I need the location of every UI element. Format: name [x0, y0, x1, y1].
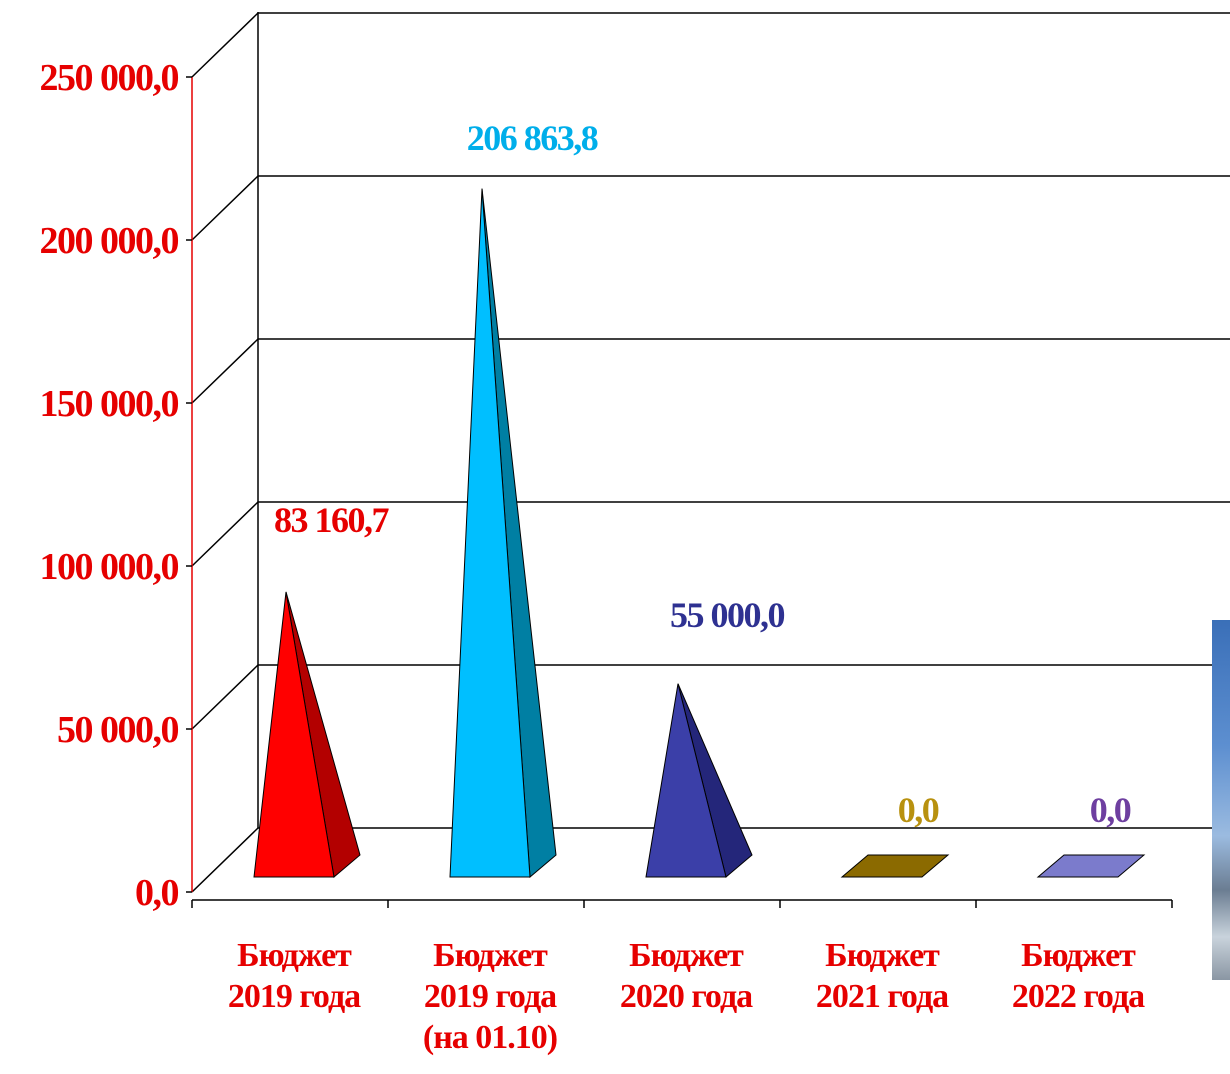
x-category-label-3-0: Бюджет: [825, 937, 940, 974]
x-category-label-1-2: (на 01.10): [423, 1019, 557, 1056]
bar-0: [253, 591, 335, 878]
x-category-label-4-1: 2022 года: [1012, 978, 1145, 1015]
x-category-label-1-0: Бюджет: [433, 937, 548, 974]
gridline-diagonal-3: [191, 338, 259, 404]
x-category-label-2-0: Бюджет: [629, 937, 744, 974]
bar-1: [449, 188, 531, 878]
x-category-label-0-1: 2019 года: [228, 978, 361, 1015]
x-category-label-3-1: 2021 года: [816, 978, 949, 1015]
data-label-2: 55 000,0: [670, 595, 785, 635]
data-label-1: 206 863,8: [467, 118, 598, 158]
data-label-4: 0,0: [1090, 790, 1131, 830]
x-category-label-0-0: Бюджет: [237, 937, 352, 974]
x-category-label-4-0: Бюджет: [1021, 937, 1136, 974]
gridline-diagonal-1: [191, 664, 259, 730]
y-tick-label-1: 50 000,0: [57, 709, 179, 751]
x-category-label-1-1: 2019 года: [424, 978, 557, 1015]
gridline-diagonal-2: [191, 501, 259, 567]
x-category-label-2-1: 2020 года: [620, 978, 753, 1015]
y-tick-label-3: 150 000,0: [40, 383, 179, 425]
y-tick-label-4: 200 000,0: [40, 220, 179, 262]
gridline-diagonal-5: [191, 12, 259, 78]
bar-3: [840, 854, 950, 878]
decorative-photo-edge: [1212, 620, 1230, 980]
gridline-diagonal-0: [191, 827, 259, 893]
bar-2: [645, 683, 727, 878]
data-label-0: 83 160,7: [274, 500, 390, 540]
y-tick-label-2: 100 000,0: [40, 546, 179, 588]
bar-4: [1036, 854, 1146, 878]
gridline-diagonal-4: [191, 175, 259, 241]
data-label-3: 0,0: [898, 790, 939, 830]
y-tick-label-5: 250 000,0: [40, 57, 179, 99]
y-tick-label-0: 0,0: [135, 872, 179, 914]
